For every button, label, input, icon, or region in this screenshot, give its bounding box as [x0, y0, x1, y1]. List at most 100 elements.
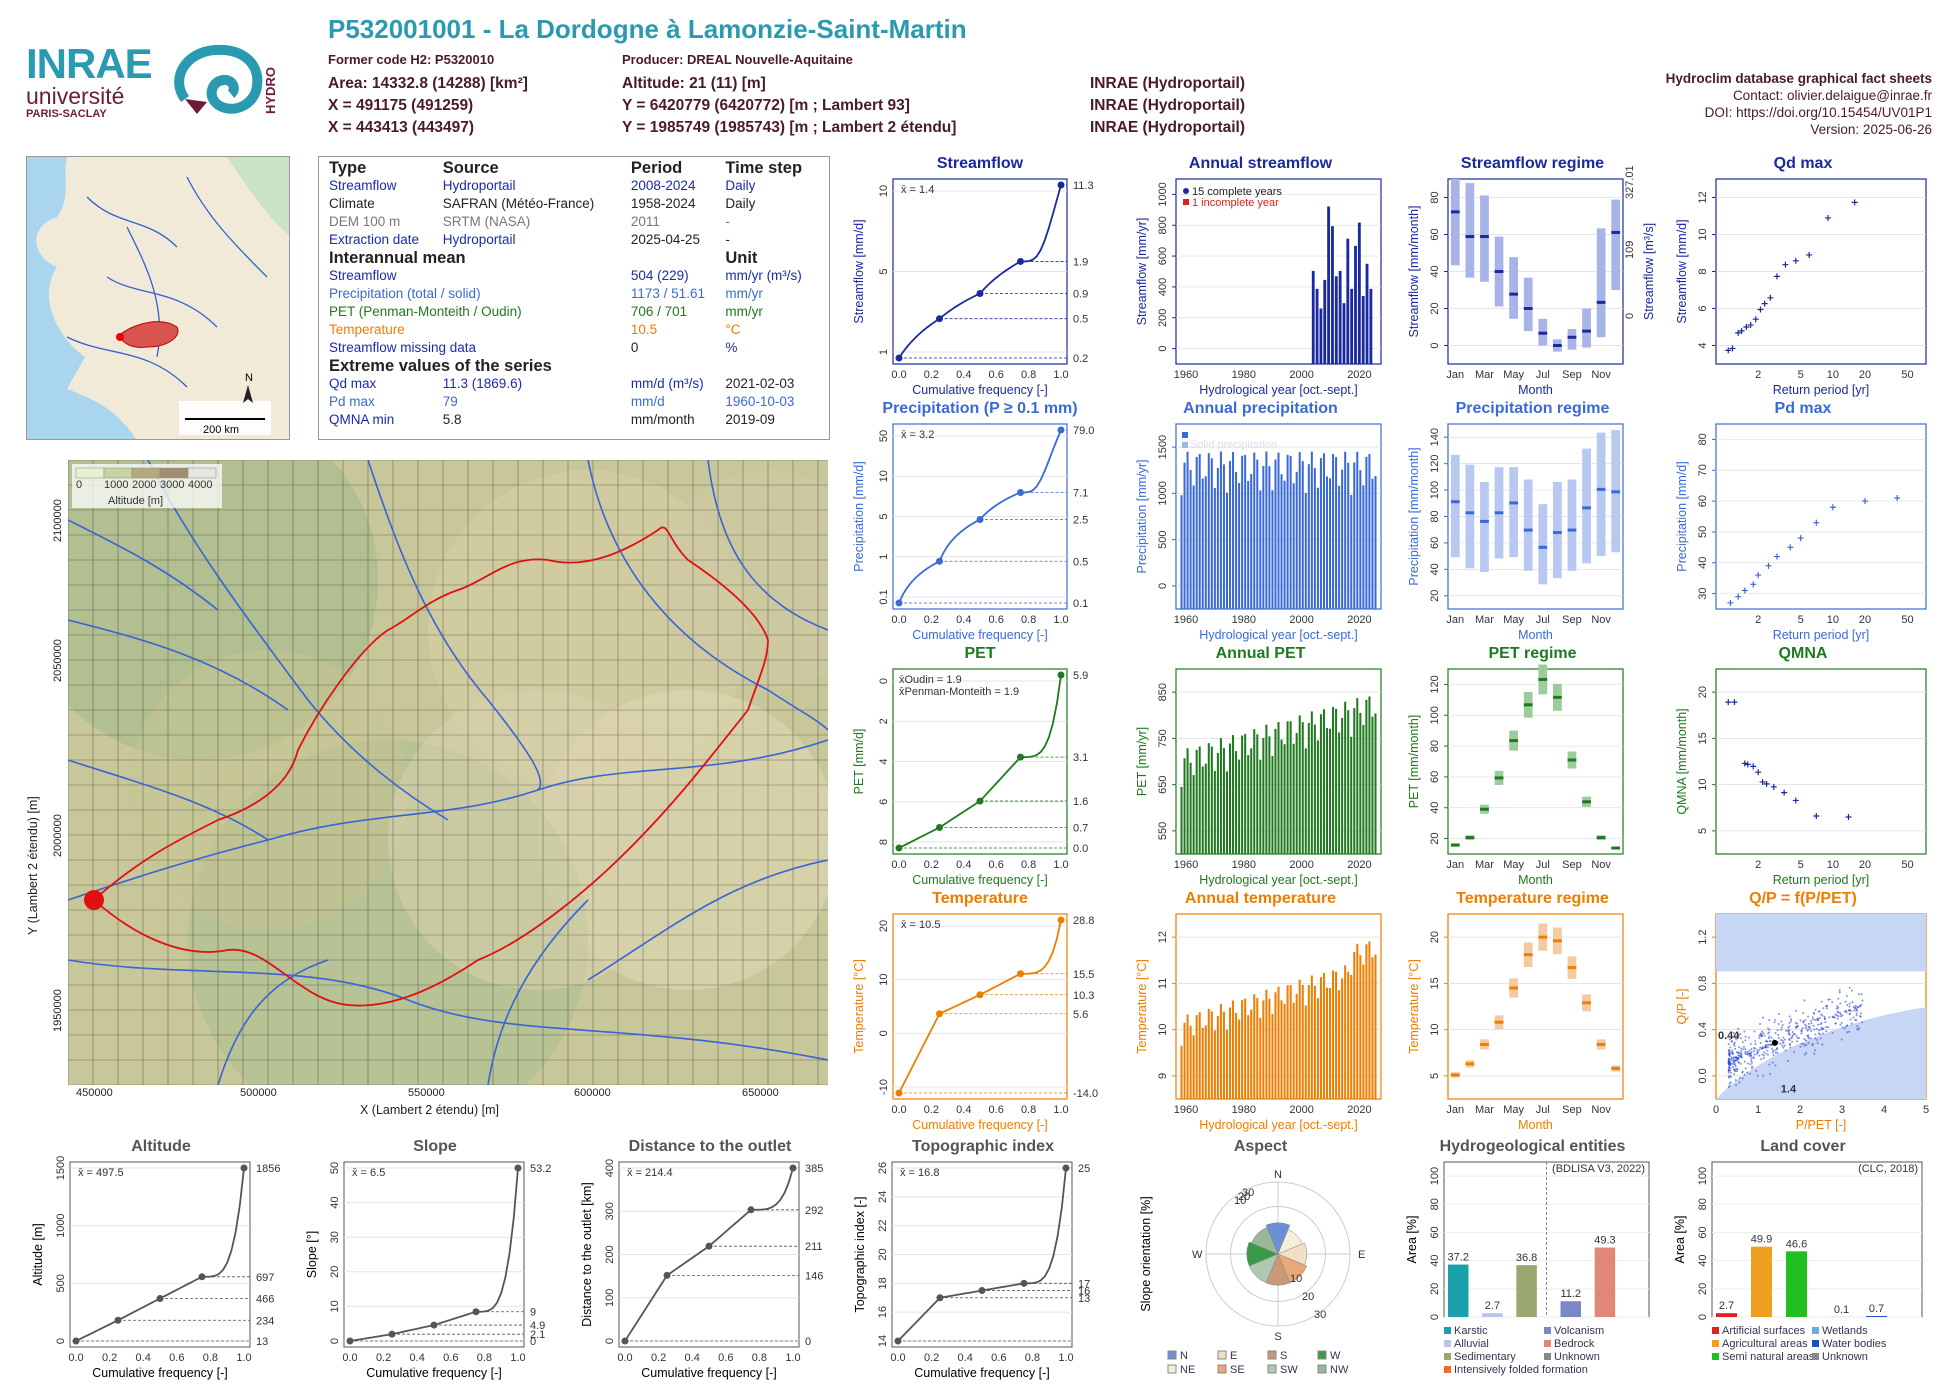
year-bar — [1347, 710, 1349, 854]
chart-annual-temperature: Annual temperature 9 10 11 12 Hydrological ye… — [1128, 890, 1393, 1135]
data-point — [1754, 1040, 1756, 1042]
regime-mean — [1451, 210, 1460, 213]
map-xtick: 500000 — [240, 1087, 277, 1099]
cell: mm/d — [629, 393, 723, 411]
data-point — [1802, 1021, 1804, 1023]
year-bar — [1305, 1005, 1307, 1099]
year-bar — [1247, 1015, 1249, 1099]
quantile-point — [748, 1206, 755, 1213]
y-tick-label: 50 — [329, 1162, 341, 1174]
data-point — [1828, 1016, 1830, 1018]
plot-frame — [1448, 914, 1623, 1099]
ring-label: 30 — [1242, 1187, 1254, 1199]
data-point — [1732, 1066, 1734, 1068]
data-point — [1850, 1019, 1852, 1021]
regime-range — [1480, 482, 1489, 572]
cell: °C — [723, 321, 821, 339]
data-point — [1812, 1043, 1814, 1045]
year-bar — [1362, 965, 1364, 1099]
year-bar — [1326, 988, 1328, 1099]
quantile-point — [1017, 754, 1024, 761]
data-point — [1841, 1022, 1843, 1024]
data-point — [1750, 1060, 1752, 1062]
y-axis-label: Area [%] — [1405, 1216, 1419, 1264]
locator-scale: 200 km — [203, 424, 239, 436]
year-bar — [1323, 973, 1325, 1099]
regime-mean — [1480, 808, 1489, 811]
data-point — [1761, 1035, 1763, 1037]
data-point — [1857, 1029, 1859, 1031]
year-bar — [1208, 743, 1210, 854]
regime-range — [1611, 200, 1620, 290]
x-tick-label: 0.0 — [68, 1352, 83, 1364]
x-tick-label: 1.0 — [1058, 1352, 1073, 1364]
year-bar — [1214, 771, 1216, 854]
y-tick-label: 60 — [1697, 1226, 1709, 1238]
quantile-point — [389, 1331, 396, 1338]
x-tick-label: Jan — [1446, 1104, 1464, 1116]
data-point — [1805, 1027, 1807, 1029]
legend-swatch — [1812, 1340, 1819, 1347]
y-tick-label: 20 — [329, 1266, 341, 1278]
data-point — [1775, 1032, 1777, 1034]
data-point — [1803, 1038, 1805, 1040]
legend-label: NW — [1330, 1364, 1349, 1376]
x-tick-label: Mar — [1475, 369, 1494, 381]
right-value: 3.1 — [1073, 752, 1088, 764]
year-bar — [1358, 223, 1361, 364]
regime-mean — [1509, 293, 1518, 296]
y-tick-label: 1 — [878, 349, 890, 355]
data-point — [1779, 1043, 1781, 1045]
chart-svg: 050010001500Altitude [m]Cumulative frequ… — [26, 1158, 296, 1383]
x-tick-label: 0.2 — [651, 1352, 666, 1364]
data-point — [1756, 1053, 1758, 1055]
legend-label: Agricultural areas — [1722, 1338, 1808, 1350]
data-point — [1861, 1021, 1863, 1023]
y-tick-label: 8 — [878, 839, 890, 845]
year-bar — [1211, 458, 1213, 609]
data-point — [1789, 1046, 1791, 1048]
data-point — [1835, 1023, 1837, 1025]
y-tick-label: 800 — [1157, 216, 1169, 234]
chart-svg: 0 20 40 60 80 100 Area [%] (CLC, 2018) 2.7 49.9 46… — [1668, 1158, 1938, 1383]
map-xlabel: X (Lambert 2 étendu) [m] — [360, 1103, 499, 1117]
quantile-point — [977, 991, 984, 998]
x-tick-label: 0.6 — [991, 1352, 1006, 1364]
chart-svg: 5 10 15 20 Month Temperature [°C] Jan Mar May Jul… — [1400, 910, 1665, 1135]
data-point — [1801, 1032, 1803, 1034]
year-bar — [1329, 729, 1331, 854]
x-tick-label: 0.8 — [1021, 369, 1036, 381]
x-tick-label: Nov — [1591, 614, 1611, 626]
year-bar — [1316, 289, 1319, 364]
year-bar — [1347, 463, 1349, 609]
x-tick-label: 50 — [1901, 369, 1913, 381]
x-tick-label: 10 — [1827, 369, 1839, 381]
data-point — [1735, 1057, 1737, 1059]
x-tick-label: 0.0 — [890, 1352, 905, 1364]
year-bar — [1341, 978, 1343, 1099]
year-bar — [1238, 483, 1240, 609]
x-tick-label: May — [1503, 1104, 1524, 1116]
data-point — [1785, 1049, 1787, 1051]
legend-label: Water bodies — [1822, 1338, 1887, 1350]
x-tick-label: 0.8 — [1021, 1104, 1036, 1116]
regime-mean — [1524, 307, 1533, 310]
cell: 2008-2024 — [629, 177, 723, 195]
mean-point — [1772, 1040, 1778, 1046]
year-bar — [1335, 457, 1337, 609]
data-point — [1736, 1068, 1738, 1070]
data-point — [1818, 1010, 1820, 1012]
data-point — [1795, 1010, 1797, 1012]
y-tick-label: 100 — [1429, 1167, 1441, 1185]
y-tick-label: 1500 — [55, 1156, 67, 1180]
x-tick-label: 0.4 — [136, 1352, 151, 1364]
legend-label: 1 incomplete year — [1192, 197, 1279, 209]
data-point — [1795, 1022, 1797, 1024]
year-bar — [1271, 490, 1273, 609]
y-tick-label: 50 — [1697, 526, 1709, 538]
legend-label: Karstic — [1454, 1325, 1488, 1337]
chart-svg: 02004006008001000Hydrological year [oct.… — [1128, 175, 1393, 400]
data-point — [1841, 1039, 1843, 1041]
legend-swatch — [1712, 1340, 1719, 1347]
y-tick-label: 750 — [1157, 729, 1169, 747]
